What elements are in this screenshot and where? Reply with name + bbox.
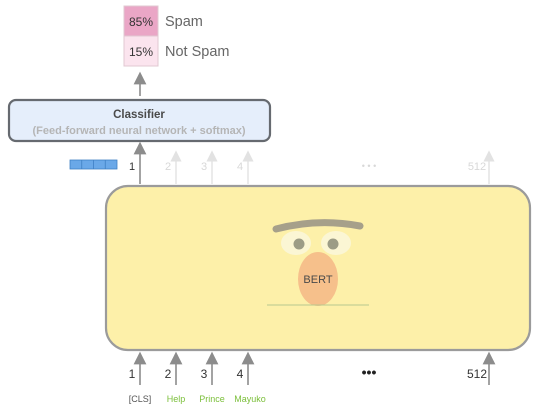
classifier-box: Classifier (Feed-forward neural network … <box>7 98 272 143</box>
bottom-position-3: 3 <box>201 367 208 381</box>
spam-prob-cell <box>123 5 159 37</box>
input-tokens: [CLS] Help Prince Mayuko <box>129 394 266 404</box>
spam-label: Spam <box>165 14 203 30</box>
spam-prob-value: 85% <box>129 15 153 29</box>
bottom-input-arrows <box>133 351 496 385</box>
token-prince: Prince <box>199 394 225 404</box>
top-position-3: 3 <box>201 161 207 173</box>
bottom-position-512: 512 <box>467 367 487 381</box>
eyebrow-icon <box>272 219 364 233</box>
cls-output-vector <box>69 159 118 170</box>
top-output-arrows <box>133 141 495 184</box>
top-position-1: 1 <box>129 161 135 173</box>
token-mayuko: Mayuko <box>234 394 266 404</box>
token-help: Help <box>167 394 186 404</box>
top-ellipsis: • • • <box>362 161 376 171</box>
not-spam-label: Not Spam <box>165 44 229 60</box>
bottom-ellipsis: ••• <box>362 364 377 380</box>
bert-face-icon: BERT <box>267 219 369 306</box>
bottom-position-4: 4 <box>237 367 244 381</box>
bottom-position-2: 2 <box>165 367 172 381</box>
token-cls: [CLS] <box>129 394 152 404</box>
bottom-position-labels: 1 2 3 4 ••• 512 <box>129 364 488 381</box>
nose-icon <box>298 252 338 306</box>
top-position-2: 2 <box>165 161 171 173</box>
output-probabilities: 85% Spam 15% Not Spam <box>123 5 229 67</box>
top-position-512: 512 <box>468 161 486 173</box>
top-position-4: 4 <box>237 161 243 173</box>
not-spam-prob-cell <box>123 35 159 67</box>
bert-label: BERT <box>303 274 332 286</box>
classifier-subtitle: (Feed-forward neural network + softmax) <box>32 125 245 137</box>
not-spam-prob-value: 15% <box>129 45 153 59</box>
top-position-labels: 1 2 3 4 • • • 512 <box>129 161 486 173</box>
bottom-position-1: 1 <box>129 367 136 381</box>
classifier-title: Classifier <box>113 109 165 121</box>
